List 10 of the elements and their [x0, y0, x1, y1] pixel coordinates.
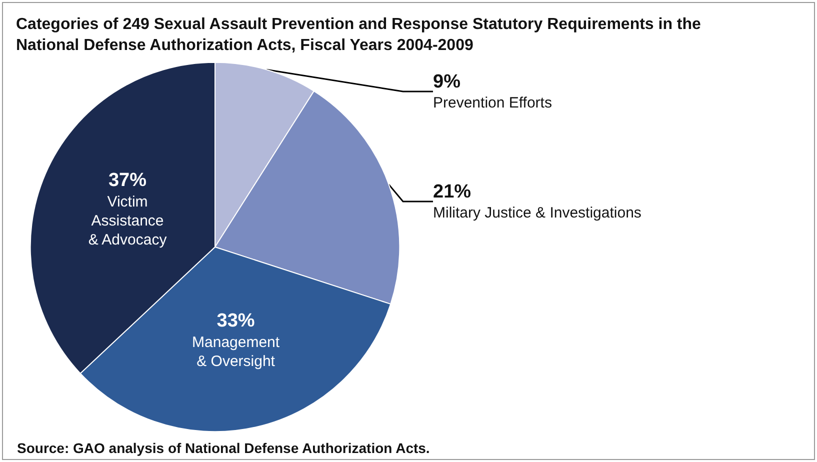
data-label: 37% — [108, 170, 147, 192]
slice-label: Military Justice & Investigations — [433, 204, 642, 222]
data-label: 33% — [216, 310, 255, 332]
data-label: 21% — [433, 182, 472, 202]
slice-label: Management & Oversight — [192, 334, 280, 370]
slice-label: Victim Assistance & Advocacy — [88, 194, 168, 249]
chart-title: Categories of 249 Sexual Assault Prevention and Response Statutory Requirements in the National Defense Authorization Acts, Fiscal Years 2004-2009 — [16, 16, 706, 54]
slice-label: Prevention Efforts — [433, 94, 552, 112]
data-label: 9% — [433, 72, 461, 92]
source-note: Source: GAO analysis of National Defense Authorization Acts. — [17, 440, 430, 456]
